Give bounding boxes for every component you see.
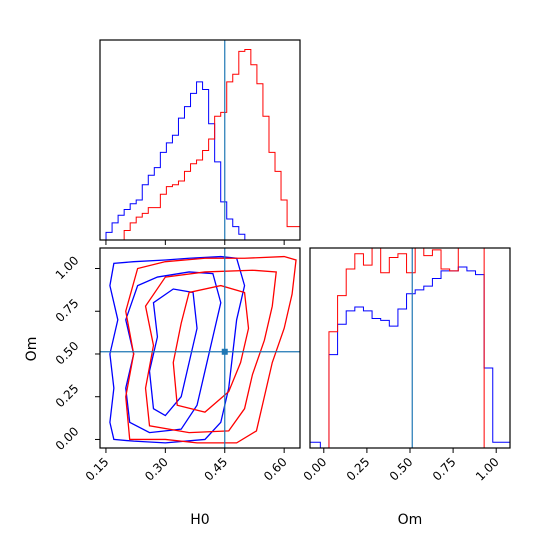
truth-marker <box>221 348 228 355</box>
blue-histogram-Om <box>310 266 510 448</box>
h0-axis-label: H0 <box>190 512 209 528</box>
red-histogram-H0 <box>100 49 300 240</box>
panel-frame <box>99 247 301 449</box>
h0-histogram-panel <box>99 39 301 245</box>
blue-contour-level-3 <box>148 288 198 417</box>
blue-contour-level-1 <box>109 255 246 444</box>
om-axis-label-bottom: Om <box>398 512 423 528</box>
red-contour-level-1 <box>125 255 297 444</box>
red-contour-level-3 <box>172 284 250 413</box>
panel-frame <box>99 39 301 241</box>
panel-plot-area <box>100 40 300 240</box>
blue-histogram-H0 <box>100 81 300 240</box>
om-axis-label-left: Om <box>24 337 40 362</box>
panel-plot-area <box>310 248 510 448</box>
panel-plot-area <box>100 248 300 448</box>
red-contour-level-2 <box>144 269 277 434</box>
red-histogram-Om <box>310 248 510 448</box>
